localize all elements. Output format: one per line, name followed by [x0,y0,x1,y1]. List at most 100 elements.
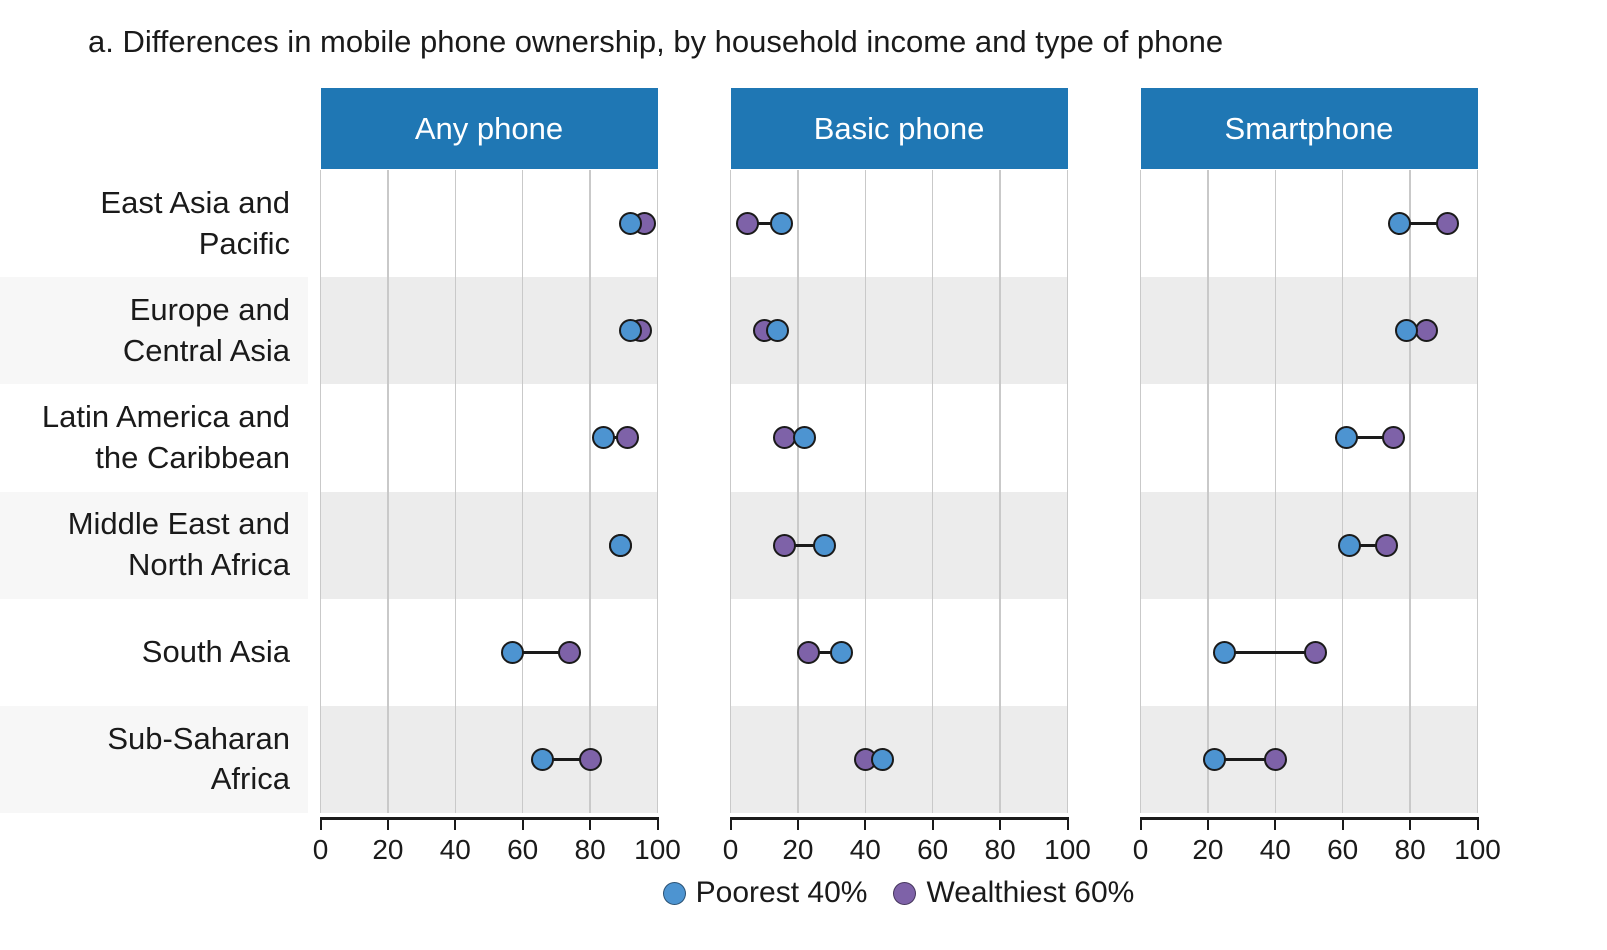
gridline [387,170,389,813]
dot-poorest [592,426,616,450]
chart-title: a. Differences in mobile phone ownership… [88,24,1224,59]
x-axis-tick [1341,817,1344,830]
connector-line [808,650,842,654]
dot-poorest [608,533,632,557]
row-label: Europe and Central Asia [0,277,290,384]
x-axis-tick [864,817,867,830]
dot-poorest [830,640,854,664]
row-label-text: Sub-Saharan Africa [107,720,290,797]
gridline [999,170,1001,813]
dot-wealthiest [735,212,759,236]
dot-wealthiest [1304,640,1328,664]
panel-header: Basic phone [730,88,1068,169]
dot-wealthiest [1381,426,1405,450]
x-axis-tick [454,817,457,830]
row-band [320,705,658,813]
x-axis-tick [999,817,1002,830]
row-band [1140,705,1478,813]
dot-poorest [813,533,837,557]
row-label-text: Middle East and North Africa [67,506,290,583]
x-tick-label: 40 [849,834,881,865]
row-label-text: East Asia and Pacific [100,184,290,261]
x-axis-tick [656,817,659,830]
x-axis-tick [1206,817,1209,830]
dot-wealthiest [1375,533,1398,557]
dot-poorest [1213,640,1237,664]
connector-line [603,436,628,440]
connector-line [1214,757,1276,761]
dot-poorest [769,212,793,236]
x-tick-label: 40 [439,834,471,865]
row-label: East Asia and Pacific [0,170,290,277]
x-axis-tick [729,817,732,830]
gridline [1341,170,1344,813]
legend-label-wealthiest: Wealthiest 60% [926,876,1135,909]
dot-wealthiest [578,747,602,771]
x-axis-tick [1274,817,1277,830]
row-band [320,277,658,385]
dot-wealthiest [772,533,796,557]
row-band [730,705,1068,813]
legend-label-poorest: Poorest 40% [695,876,868,909]
connector-line [512,650,570,654]
connector-line [542,757,591,761]
dot-poorest [793,426,817,450]
dot-poorest [619,319,643,343]
gridline [1274,170,1277,813]
x-tick-label: 100 [1044,834,1091,865]
row-label-text: Latin America and the Caribbean [41,399,290,475]
gridline [1066,170,1069,813]
label-band [0,705,308,813]
connector-line [747,222,782,226]
x-axis-tick [386,817,389,830]
panel-header: Smartphone [1140,88,1478,169]
legend-item-wealthiest: Wealthiest 60% [893,876,1134,910]
connector-line [1399,222,1448,226]
gridline [589,170,591,813]
x-axis-tick [1476,817,1479,830]
x-axis-tick [796,817,799,830]
dot-poorest [1334,426,1358,450]
legend-item-poorest: Poorest 40% [662,876,868,910]
legend-swatch-poorest-icon [662,881,686,905]
dot-poorest [531,747,555,771]
gridline [1476,170,1479,813]
row-label: Sub-Saharan Africa [0,706,290,813]
dot-poorest [1337,533,1361,557]
x-tick-label: 80 [1394,834,1426,865]
x-axis-line [729,817,1069,820]
gridline [1207,170,1209,813]
gridline [521,170,524,813]
x-axis-tick [931,817,934,830]
row-label: Latin America and the Caribbean [0,384,290,491]
dot-wealthiest [558,640,582,664]
label-band [0,491,308,599]
dot-wealthiest [796,640,820,664]
dot-poorest [766,319,790,343]
x-tick-label: 0 [312,834,329,865]
x-tick-label: 0 [1132,834,1149,865]
dot-poorest [870,747,894,771]
x-tick-label: 100 [1454,834,1501,865]
x-axis-tick [1139,817,1142,830]
connector-line [1346,436,1394,440]
gridline [931,170,934,813]
dot-wealthiest [1263,747,1287,771]
x-tick-label: 80 [574,834,606,865]
panel-header-label: Smartphone [1224,110,1394,146]
connector-line [784,543,825,547]
x-tick-label: 20 [1192,834,1224,865]
row-label: South Asia [0,599,290,706]
x-axis-tick [589,817,592,830]
dot-wealthiest [615,426,639,450]
x-tick-label: 80 [984,834,1016,865]
x-tick-label: 20 [372,834,404,865]
gridline [319,170,322,813]
gridline [454,170,457,813]
dot-poorest [619,212,643,236]
x-axis-tick [1409,817,1412,830]
row-band [1140,491,1478,599]
x-tick-label: 0 [722,834,739,865]
connector-line [1224,650,1316,654]
dot-poorest [1203,747,1227,771]
